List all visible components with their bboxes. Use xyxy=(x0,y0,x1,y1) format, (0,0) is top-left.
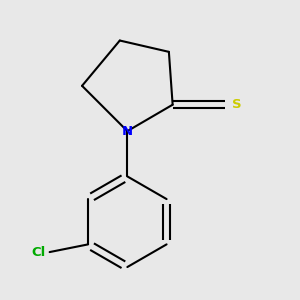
Text: N: N xyxy=(122,124,133,138)
Text: S: S xyxy=(232,98,241,111)
Text: Cl: Cl xyxy=(32,246,46,259)
